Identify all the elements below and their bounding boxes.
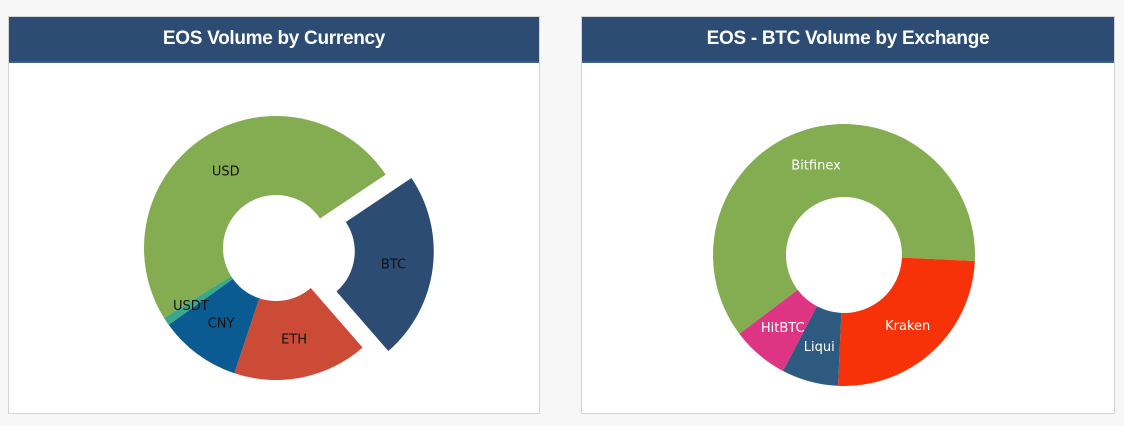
slice-cny[interactable] — [168, 278, 260, 374]
slice-label-eth: ETH — [281, 333, 307, 348]
slice-bitfinex[interactable] — [713, 124, 975, 334]
slice-usd[interactable] — [143, 115, 386, 318]
slice-label-btc: BTC — [381, 258, 406, 273]
slice-eth[interactable] — [234, 287, 363, 381]
exchange-chart-panel: EOS - BTC Volume by Exchange Bitfinex Kra… — [581, 16, 1115, 414]
slice-usdt[interactable] — [164, 276, 233, 325]
currency-chart-panel: EOS Volume by Currency USD BTC ETH CNY USDT — [8, 16, 540, 414]
slice-label-kraken: Kraken — [885, 319, 930, 334]
slice-label-cny: CNY — [208, 316, 235, 331]
slice-label-hitbtc: HitBTC — [761, 321, 805, 336]
slice-liqui[interactable] — [782, 306, 842, 386]
exchange-donut-chart: Bitfinex Kraken Liqui HitBTC — [713, 124, 975, 386]
currency-donut-chart: USD BTC ETH CNY USDT — [143, 115, 434, 381]
exchange-chart-title: EOS - BTC Volume by Exchange — [582, 17, 1114, 63]
slice-label-bitfinex: Bitfinex — [791, 159, 841, 174]
slice-label-usd: USD — [212, 164, 240, 179]
slice-label-liqui: Liqui — [804, 340, 835, 355]
slice-label-usdt: USDT — [173, 299, 209, 314]
slice-btc[interactable] — [336, 178, 434, 352]
slice-kraken[interactable] — [838, 257, 975, 386]
currency-chart-title: EOS Volume by Currency — [9, 17, 539, 63]
slice-hitbtc[interactable] — [739, 289, 817, 371]
